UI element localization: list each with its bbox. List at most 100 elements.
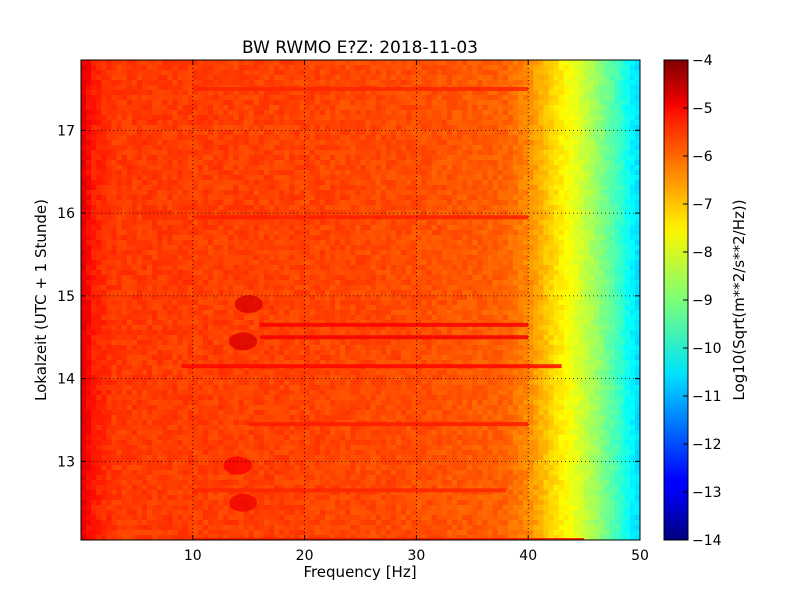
spectrogram-cell bbox=[208, 395, 214, 401]
spectrogram-cell bbox=[304, 405, 311, 411]
spectrogram-cell bbox=[162, 525, 168, 531]
spectrogram-cell bbox=[116, 140, 123, 146]
spectrogram-cell bbox=[304, 60, 311, 66]
spectrogram-cell bbox=[294, 160, 301, 166]
spectrogram-cell bbox=[131, 360, 138, 366]
spectrogram-cell bbox=[197, 470, 204, 476]
spectrogram-cell bbox=[197, 405, 204, 411]
spectrogram-cell bbox=[81, 320, 87, 326]
spectrogram-cell bbox=[330, 300, 336, 306]
spectrogram-cell bbox=[274, 190, 280, 196]
spectrogram-cell bbox=[274, 430, 280, 436]
spectrogram-cell bbox=[126, 330, 133, 336]
spectrogram-cell bbox=[243, 485, 250, 491]
spectrogram-cell bbox=[182, 475, 189, 481]
spectrogram-cell bbox=[162, 135, 168, 141]
spectrogram-cell bbox=[263, 310, 270, 316]
spectrogram-cell bbox=[330, 340, 336, 346]
spectrogram-cell bbox=[131, 430, 138, 436]
spectrogram-cell bbox=[167, 260, 174, 266]
spectrogram-cell bbox=[126, 145, 133, 151]
spectrogram-cell bbox=[126, 180, 133, 186]
spectrogram-cell bbox=[299, 400, 306, 406]
spectrogram-cell bbox=[187, 240, 194, 246]
spectrogram-cell bbox=[121, 90, 128, 96]
spectrogram-cell bbox=[238, 65, 245, 71]
spectrogram-cell bbox=[253, 140, 260, 146]
spectrogram-cell bbox=[289, 90, 296, 96]
spectrogram-cell bbox=[86, 330, 92, 336]
spectrogram-cell bbox=[81, 330, 87, 336]
spectrogram-cell bbox=[106, 150, 113, 156]
spectrogram-cell bbox=[223, 65, 229, 71]
spectrogram-cell bbox=[96, 340, 102, 346]
spectrogram-cell bbox=[238, 185, 245, 191]
spectrogram-cell bbox=[101, 340, 108, 346]
spectrogram-cell bbox=[238, 75, 245, 81]
spectrogram-cell bbox=[263, 100, 270, 106]
spectrogram-cell bbox=[289, 475, 296, 481]
spectrogram-cell bbox=[299, 80, 306, 86]
spectrogram-cell bbox=[172, 190, 179, 196]
spectrogram-cell bbox=[202, 450, 209, 456]
spectrogram-cell bbox=[187, 335, 194, 341]
spectrogram-cell bbox=[101, 110, 108, 116]
spectrogram-cell bbox=[86, 120, 92, 126]
spectrogram-cell bbox=[309, 425, 316, 431]
spectrogram-cell bbox=[253, 350, 260, 356]
spectrogram-cell bbox=[218, 135, 224, 141]
spectrogram-cell bbox=[340, 415, 346, 421]
spectrogram-cell bbox=[157, 350, 163, 356]
spectrogram-cell bbox=[340, 185, 346, 191]
spectrogram-cell bbox=[243, 325, 250, 331]
spectrogram-cell bbox=[274, 375, 280, 381]
spectrogram-cell bbox=[299, 135, 306, 141]
spectrogram-cell bbox=[314, 180, 321, 186]
spectrogram-cell bbox=[294, 245, 301, 251]
spectrogram-cell bbox=[253, 395, 260, 401]
spectrogram-cell bbox=[152, 430, 158, 436]
spectrogram-cell bbox=[269, 400, 275, 406]
spectrogram-cell bbox=[187, 340, 194, 346]
spectrogram-cell bbox=[253, 455, 260, 461]
spectrogram-cell bbox=[223, 255, 229, 261]
spectrogram-cell bbox=[213, 145, 219, 151]
spectrogram-cell bbox=[96, 65, 102, 71]
spectrogram-cell bbox=[172, 520, 179, 526]
spectrogram-cell bbox=[157, 280, 163, 286]
spectrogram-cell bbox=[335, 310, 341, 316]
spectrogram-cell bbox=[96, 135, 102, 141]
spectrogram-cell bbox=[274, 330, 280, 336]
spectrogram-cell bbox=[192, 120, 199, 126]
spectrogram-cell bbox=[157, 300, 163, 306]
spectrogram-cell bbox=[284, 310, 290, 316]
spectrogram-cell bbox=[319, 465, 326, 471]
spectrogram-cell bbox=[81, 160, 87, 166]
spectrogram-cell bbox=[126, 305, 133, 311]
spectrogram-cell bbox=[248, 320, 255, 326]
spectrogram-cell bbox=[202, 200, 209, 206]
spectrogram-cell bbox=[187, 315, 194, 321]
spectrogram-cell bbox=[243, 165, 250, 171]
spectrogram-cell bbox=[309, 135, 316, 141]
spectrogram-cell bbox=[289, 180, 296, 186]
spectrogram-cell bbox=[213, 355, 219, 361]
spectrogram-cell bbox=[233, 420, 240, 426]
spectrogram-cell bbox=[274, 250, 280, 256]
spectrogram-cell bbox=[131, 90, 138, 96]
spectrogram-cell bbox=[136, 435, 143, 441]
spectrogram-cell bbox=[218, 125, 224, 131]
spectrogram-cell bbox=[324, 110, 331, 116]
spectrogram-cell bbox=[131, 345, 138, 351]
spectrogram-cell bbox=[157, 390, 163, 396]
spectrogram-cell bbox=[192, 405, 199, 411]
spectrogram-cell bbox=[192, 515, 199, 521]
spectrogram-cell bbox=[106, 325, 113, 331]
spectrogram-cell bbox=[162, 350, 168, 356]
spectrogram-cell bbox=[319, 110, 326, 116]
spectrogram-cell bbox=[202, 140, 209, 146]
spectrogram-cell bbox=[258, 450, 265, 456]
spectrogram-cell bbox=[202, 150, 209, 156]
spectrogram-cell bbox=[91, 315, 97, 321]
spectrogram-cell bbox=[218, 220, 224, 226]
